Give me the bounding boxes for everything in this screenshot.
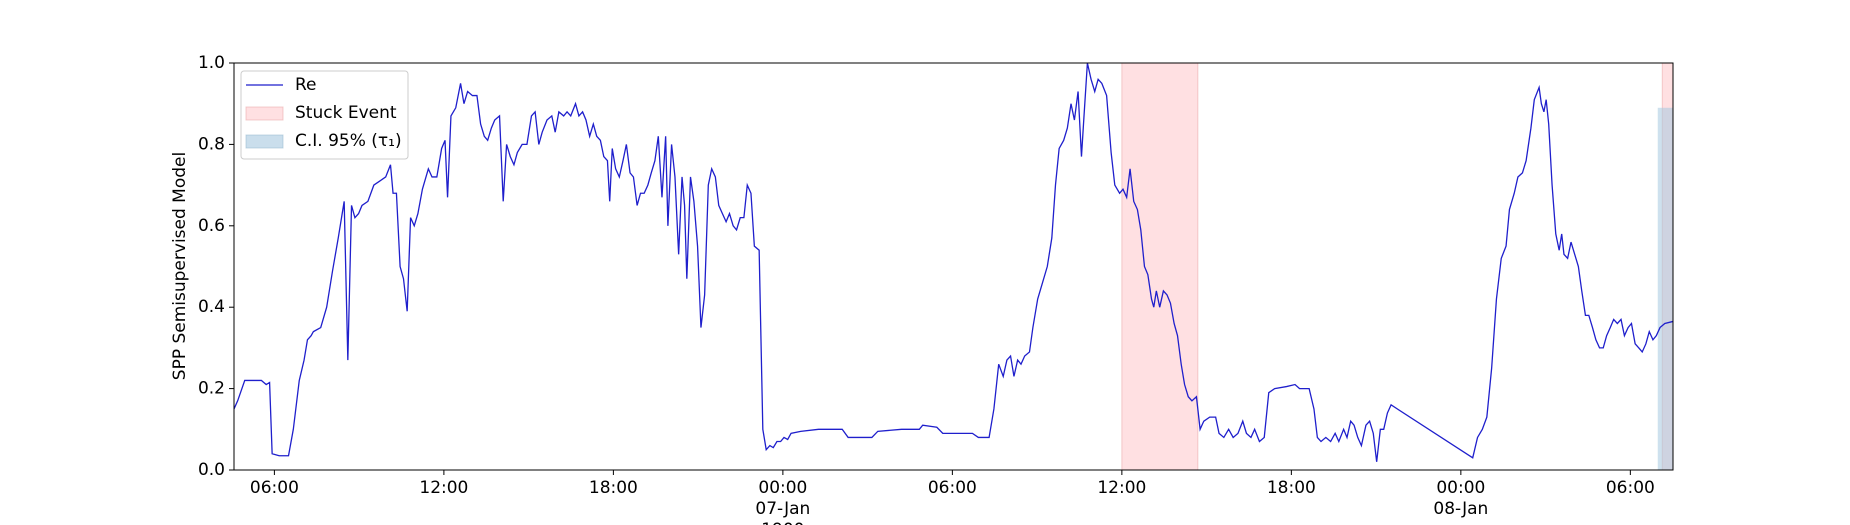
x-tick-label: 00:00 08-Jan <box>1433 478 1489 519</box>
y-tick-label: 0.4 <box>198 297 225 317</box>
legend-swatch <box>245 106 284 121</box>
x-tick-label: 18:00 <box>1266 478 1316 498</box>
x-tick-label: 06:00 <box>1605 478 1655 498</box>
confidence-band <box>1657 107 1673 471</box>
stuck-event-span <box>1121 62 1199 471</box>
x-tick-label: 12:00 <box>419 478 469 498</box>
y-tick-label: 0.6 <box>198 216 225 236</box>
y-tick-label: 0.2 <box>198 379 225 399</box>
legend: Re Stuck Event C.I. 95% (τ₁) <box>240 70 409 160</box>
legend-swatch <box>245 134 284 149</box>
x-tick-label: 06:00 <box>927 478 977 498</box>
plot-frame <box>233 62 1674 471</box>
data-line <box>233 62 1674 462</box>
y-tick-label: 0.8 <box>198 134 225 154</box>
legend-label: C.I. 95% (τ₁) <box>295 131 402 151</box>
x-tick-label: 00:00 07-Jan 1900 <box>755 478 811 525</box>
y-axis-label: SPP Semisupervised Model <box>170 152 190 380</box>
legend-label: Re <box>295 75 317 95</box>
y-tick-label: 0.0 <box>198 460 225 480</box>
x-tick-label: 12:00 <box>1097 478 1147 498</box>
y-tick-label: 1.0 <box>198 53 225 73</box>
x-tick-label: 18:00 <box>588 478 638 498</box>
legend-label: Stuck Event <box>295 103 397 123</box>
x-tick-label: 06:00 <box>249 478 299 498</box>
